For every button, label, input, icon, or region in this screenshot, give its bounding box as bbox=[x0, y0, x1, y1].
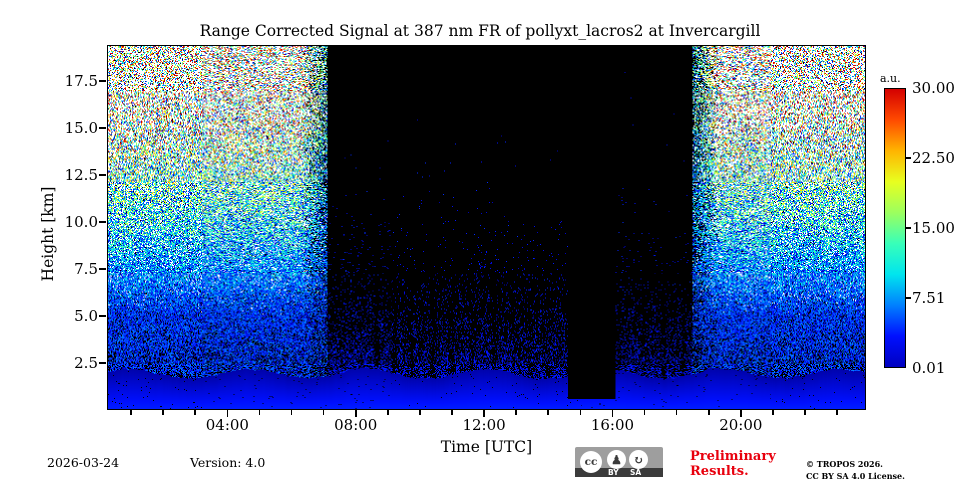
cc-sa-share-alike-icon: ↻ bbox=[629, 450, 648, 469]
cc-sa-label: SA bbox=[630, 468, 642, 477]
x-tick-mark-minor bbox=[290, 410, 293, 415]
preliminary-line-1: Preliminary bbox=[690, 449, 776, 464]
cc-badge-strip bbox=[575, 468, 663, 477]
heatmap-canvas bbox=[108, 46, 865, 409]
x-tick-mark-minor bbox=[772, 410, 774, 415]
y-tick-mark bbox=[99, 315, 106, 317]
colorbar-tick-label: 15.00 bbox=[912, 219, 955, 238]
x-tick-mark-minor bbox=[515, 410, 517, 415]
page-title: Range Corrected Signal at 387 nm FR of p… bbox=[199, 22, 761, 40]
y-tick-label: 2.5 bbox=[74, 353, 98, 372]
x-tick-label: 04:00 bbox=[205, 416, 249, 434]
colorbar-tick-label: 22.50 bbox=[912, 149, 955, 168]
x-tick-mark-minor bbox=[547, 410, 550, 415]
x-tick-mark-minor bbox=[836, 410, 838, 415]
copyright-credit: © TROPOS 2026. CC BY SA 4.0 License. bbox=[806, 459, 956, 482]
x-tick-mark-minor bbox=[579, 410, 582, 415]
y-tick-label: 12.5 bbox=[64, 165, 98, 184]
colorbar-tick-mark bbox=[906, 227, 911, 229]
colorbar-tick-mark bbox=[906, 297, 911, 299]
y-tick-label: 15.0 bbox=[64, 118, 98, 137]
x-tick-mark-minor bbox=[419, 410, 421, 415]
x-tick-mark-minor bbox=[643, 410, 646, 415]
x-tick-mark-minor bbox=[322, 410, 325, 415]
x-tick-mark-minor bbox=[162, 410, 164, 415]
x-tick-label: 16:00 bbox=[590, 416, 635, 434]
footer-version: Version: 4.0 bbox=[190, 455, 266, 470]
footer-date: 2026-03-24 bbox=[47, 455, 120, 470]
x-tick-mark-major bbox=[354, 410, 357, 417]
cc-icon: cc bbox=[580, 451, 602, 473]
y-tick-mark bbox=[99, 268, 106, 270]
y-tick-mark bbox=[99, 79, 106, 82]
x-tick-mark-minor bbox=[387, 410, 389, 415]
x-tick-mark-major bbox=[483, 410, 485, 417]
x-tick-label: 12:00 bbox=[462, 416, 506, 434]
x-tick-mark-major bbox=[611, 410, 614, 417]
colorbar-tick-label: 7.51 bbox=[912, 288, 946, 307]
x-tick-mark-minor bbox=[194, 410, 197, 415]
cc-by-person-icon: ♟ bbox=[607, 450, 626, 469]
cc-badge-body: cc ♟ ↻ BY SA bbox=[575, 447, 663, 477]
colorbar-gradient bbox=[885, 89, 905, 367]
x-axis-label: Time [UTC] bbox=[440, 438, 533, 456]
x-tick-mark-major bbox=[740, 410, 742, 417]
x-tick-mark-minor bbox=[675, 410, 678, 415]
x-tick-mark-major bbox=[226, 410, 229, 417]
y-tick-mark bbox=[99, 174, 106, 176]
x-tick-mark-minor bbox=[130, 410, 132, 415]
x-tick-mark-minor bbox=[707, 410, 710, 415]
cc-by-label: BY bbox=[608, 468, 619, 477]
colorbar-tick-label: 0.01 bbox=[912, 359, 946, 377]
x-tick-label: 20:00 bbox=[719, 416, 763, 434]
y-tick-label: 7.5 bbox=[74, 259, 98, 278]
y-tick-mark bbox=[99, 221, 106, 223]
y-tick-label: 5.0 bbox=[74, 306, 98, 325]
y-axis-tick-labels: 2.5 5.0 7.5 10.0 12.5 15.0 17.5 bbox=[0, 0, 98, 480]
preliminary-results-notice: Preliminary Results. bbox=[690, 449, 800, 480]
x-tick-mark-minor bbox=[804, 410, 806, 415]
x-tick-mark-minor bbox=[451, 410, 453, 415]
colorbar-tick-mark bbox=[906, 157, 911, 159]
y-tick-label: 17.5 bbox=[64, 71, 98, 90]
colorbar-unit-label: a.u. bbox=[880, 72, 901, 85]
colorbar-tick-label: 30.00 bbox=[912, 79, 955, 97]
y-tick-mark bbox=[99, 126, 106, 129]
credit-line-1: © TROPOS 2026. bbox=[806, 459, 883, 469]
x-tick-label: 08:00 bbox=[334, 416, 378, 434]
preliminary-line-2: Results. bbox=[690, 464, 749, 480]
y-tick-label: 10.0 bbox=[64, 212, 98, 231]
y-tick-mark bbox=[99, 362, 106, 364]
cc-license-badge-icon[interactable]: cc ♟ ↻ BY SA bbox=[575, 447, 663, 477]
colorbar bbox=[884, 88, 906, 368]
credit-line-2: CC BY SA 4.0 License. bbox=[806, 470, 905, 481]
x-tick-mark-minor bbox=[258, 410, 261, 415]
heatmap-plot-area bbox=[107, 45, 866, 410]
